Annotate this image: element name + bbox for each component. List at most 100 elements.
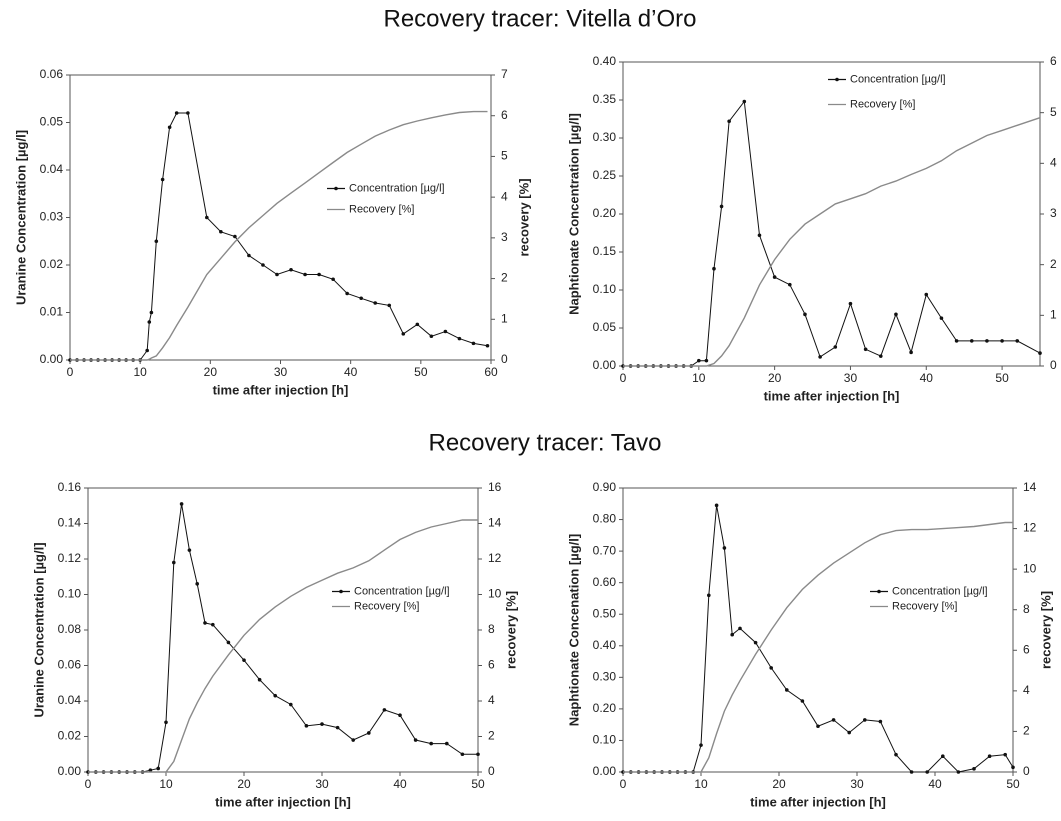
data-point [471, 341, 476, 346]
y-tick-label: 0.12 [58, 551, 82, 565]
data-point [147, 320, 152, 324]
y-tick-label: 0.70 [593, 543, 617, 557]
data-point [167, 125, 172, 130]
x-tick-label: 0 [620, 371, 627, 385]
data-point [195, 582, 199, 586]
data-point [699, 743, 703, 747]
data-point [924, 292, 929, 297]
y2-tick-label: 12 [488, 551, 502, 565]
data-point [174, 111, 179, 115]
x-tick-label: 30 [844, 371, 858, 385]
y-tick-label: 0.00 [58, 764, 82, 778]
x-axis-label: time after injection [h] [215, 794, 351, 809]
data-point [707, 593, 711, 598]
y2-tick-label: 2 [1050, 257, 1057, 271]
y-tick-label: 0.00 [40, 352, 64, 366]
y2-tick-label: 1 [501, 311, 508, 325]
data-point [909, 770, 914, 774]
data-point [242, 658, 246, 662]
series-line [88, 519, 478, 773]
y2-tick-label: 1 [1050, 308, 1057, 322]
x-tick-label: 50 [414, 365, 428, 379]
y-tick-label: 0.00 [593, 764, 617, 778]
y2-tick-label: 5 [1050, 105, 1057, 119]
y2-tick-label: 5 [501, 149, 508, 163]
x-tick-label: 0 [620, 777, 627, 791]
data-point [848, 301, 853, 306]
data-point [359, 296, 363, 301]
data-point [351, 738, 356, 742]
x-tick-label: 40 [344, 365, 358, 379]
y-axis-label: Naphtionate Concenation [µg/l] [566, 534, 581, 726]
data-point [247, 253, 251, 258]
y-tick-label: 0.35 [593, 92, 617, 106]
legend-box [325, 178, 453, 220]
y-tick-label: 0.05 [593, 320, 617, 334]
y-tick-label: 0.10 [593, 282, 617, 296]
data-point [719, 204, 724, 209]
y-tick-label: 0.02 [58, 729, 82, 743]
data-point [753, 640, 758, 645]
data-point [186, 111, 190, 115]
y-tick-label: 0.50 [593, 606, 617, 620]
data-point [785, 688, 789, 692]
y-tick-label: 0.06 [58, 658, 82, 672]
y2-tick-label: 8 [1023, 602, 1030, 616]
y-tick-label: 0.03 [40, 210, 64, 224]
data-point [226, 640, 231, 645]
x-tick-label: 30 [315, 777, 329, 791]
data-point [985, 339, 989, 343]
data-point [156, 766, 160, 771]
y2-tick-label: 10 [488, 587, 502, 601]
x-tick-label: 0 [85, 777, 92, 791]
data-point [317, 272, 321, 277]
data-point [987, 754, 992, 759]
y2-tick-label: 8 [488, 622, 495, 636]
legend-label: Recovery [%] [349, 203, 414, 215]
data-point [757, 233, 762, 238]
data-point [373, 301, 378, 305]
y-tick-label: 0.40 [593, 638, 617, 652]
legend-marker [877, 589, 881, 594]
data-point [894, 752, 898, 757]
y-tick-label: 0.01 [40, 305, 64, 319]
y2-tick-label: 4 [1050, 156, 1057, 170]
data-point [769, 666, 773, 670]
data-point [722, 546, 727, 550]
y-tick-label: 0.04 [40, 162, 64, 176]
y2-axis-label: recovery [%] [516, 178, 531, 256]
y2-tick-label: 10 [1023, 561, 1037, 575]
data-point [941, 754, 945, 759]
legend-marker [835, 77, 839, 82]
x-tick-label: 40 [928, 777, 942, 791]
data-point [742, 99, 747, 104]
legend-label: Recovery [%] [354, 600, 419, 612]
y2-tick-label: 2 [501, 271, 508, 285]
data-point [398, 713, 402, 717]
x-tick-label: 10 [692, 371, 706, 385]
y-tick-label: 0.14 [58, 516, 82, 530]
data-point [972, 767, 976, 771]
data-point [772, 275, 777, 279]
data-point [818, 355, 822, 359]
y2-tick-label: 6 [488, 658, 495, 672]
y2-tick-label: 0 [1050, 358, 1057, 372]
data-point [382, 708, 387, 712]
data-point [154, 239, 159, 244]
data-point [485, 343, 490, 348]
legend-box [826, 67, 951, 117]
y2-tick-label: 3 [1050, 206, 1057, 220]
legend-box [868, 584, 1004, 614]
y-tick-label: 0.10 [593, 733, 617, 747]
data-point [289, 267, 293, 272]
y-tick-label: 0.90 [593, 480, 617, 494]
data-point [160, 177, 165, 182]
data-point [831, 718, 836, 722]
data-point [1000, 339, 1004, 343]
y-tick-label: 0.30 [593, 130, 617, 144]
y2-tick-label: 7 [501, 67, 508, 81]
data-point [847, 730, 851, 735]
data-point [730, 632, 734, 637]
